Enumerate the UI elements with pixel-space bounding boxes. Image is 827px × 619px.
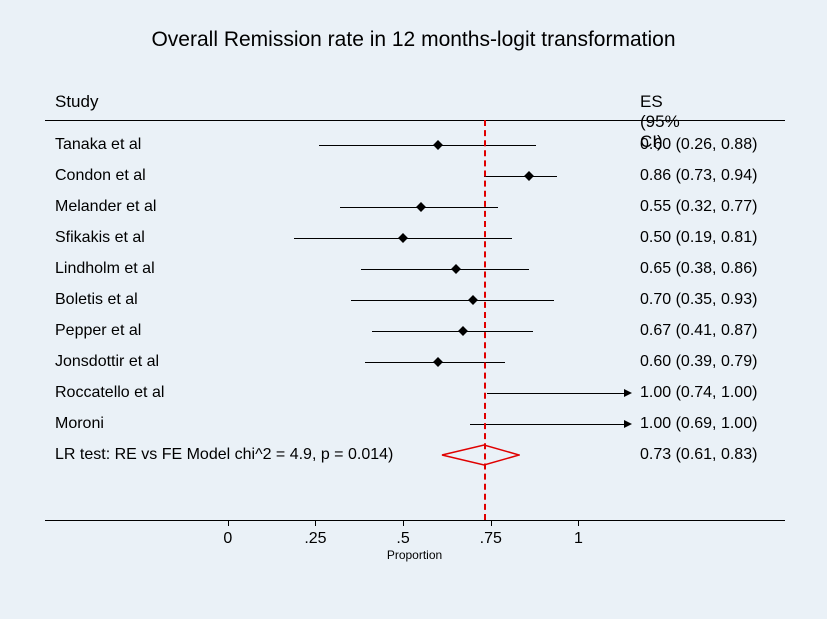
study-label: Melander et al xyxy=(55,198,156,216)
study-label: Sfikakis et al xyxy=(55,229,145,247)
x-tick-label: .25 xyxy=(304,530,326,548)
study-label: Lindholm et al xyxy=(55,260,155,278)
study-es: 0.60 (0.26, 0.88) xyxy=(640,136,757,154)
divider-top xyxy=(45,120,785,121)
study-es: 0.65 (0.38, 0.86) xyxy=(640,260,757,278)
x-tick-label: .5 xyxy=(396,530,409,548)
chart-title: Overall Remission rate in 12 months-logi… xyxy=(0,28,827,52)
ci-arrow-right xyxy=(624,389,632,397)
point-estimate xyxy=(433,140,443,150)
point-estimate xyxy=(451,264,461,274)
ci-line xyxy=(484,176,558,177)
ci-line xyxy=(319,145,536,146)
study-es: 0.86 (0.73, 0.94) xyxy=(640,167,757,185)
x-tick-label: 1 xyxy=(574,530,583,548)
point-estimate xyxy=(458,326,468,336)
column-header-study: Study xyxy=(55,92,98,112)
divider-bottom xyxy=(45,520,785,521)
x-tick xyxy=(228,520,229,526)
ci-line xyxy=(470,424,624,425)
study-es: 0.60 (0.39, 0.79) xyxy=(640,353,757,371)
point-estimate xyxy=(398,233,408,243)
point-estimate xyxy=(468,295,478,305)
ci-line xyxy=(487,393,624,394)
study-es: 0.67 (0.41, 0.87) xyxy=(640,322,757,340)
study-es: 0.55 (0.32, 0.77) xyxy=(640,198,757,216)
ci-line xyxy=(372,331,533,332)
point-estimate xyxy=(416,202,426,212)
ci-line xyxy=(361,269,529,270)
study-es: 1.00 (0.69, 1.00) xyxy=(640,415,757,433)
x-axis-title: Proportion xyxy=(387,548,442,562)
study-es: 0.70 (0.35, 0.93) xyxy=(640,291,757,309)
reference-line xyxy=(484,120,486,520)
study-es: 0.50 (0.19, 0.81) xyxy=(640,229,757,247)
x-tick xyxy=(403,520,404,526)
x-tick-label: .75 xyxy=(480,530,502,548)
footer-text: LR test: RE vs FE Model chi^2 = 4.9, p =… xyxy=(55,446,393,464)
ci-line xyxy=(351,300,554,301)
study-label: Moroni xyxy=(55,415,104,433)
study-label: Jonsdottir et al xyxy=(55,353,159,371)
study-label: Pepper et al xyxy=(55,322,141,340)
pooled-diamond xyxy=(441,444,520,466)
x-tick xyxy=(315,520,316,526)
study-label: Tanaka et al xyxy=(55,136,141,154)
x-tick xyxy=(491,520,492,526)
pooled-es: 0.73 (0.61, 0.83) xyxy=(640,446,757,464)
study-label: Condon et al xyxy=(55,167,146,185)
x-tick-label: 0 xyxy=(223,530,232,548)
study-label: Boletis et al xyxy=(55,291,138,309)
point-estimate xyxy=(524,171,534,181)
x-tick xyxy=(578,520,579,526)
ci-arrow-right xyxy=(624,420,632,428)
study-es: 1.00 (0.74, 1.00) xyxy=(640,384,757,402)
point-estimate xyxy=(433,357,443,367)
study-label: Roccatello et al xyxy=(55,384,164,402)
